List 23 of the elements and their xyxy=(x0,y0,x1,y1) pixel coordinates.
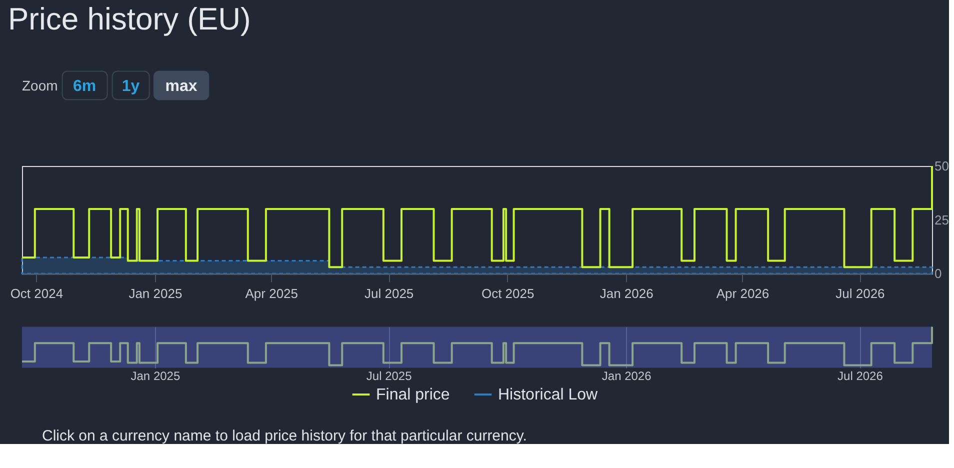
y-tick-label: 50 xyxy=(934,158,949,174)
x-tick-label: Jan 2026 xyxy=(600,286,654,302)
y-tick-label: 25 xyxy=(934,212,949,228)
x-tick-label: Oct 2025 xyxy=(481,286,534,302)
text: Zoom xyxy=(22,77,58,94)
text: 6m xyxy=(72,78,96,95)
text: max xyxy=(165,78,198,95)
x-tick-label: Oct 2024 xyxy=(10,286,64,302)
legend-label: Final price xyxy=(376,386,450,404)
text: 1y xyxy=(122,78,140,95)
x-tick-label: Jul 2026 xyxy=(838,369,884,384)
x-tick-label: Jul 2025 xyxy=(364,286,414,302)
x-tick-label: Jul 2026 xyxy=(836,286,885,302)
x-tick-label: Jan 2025 xyxy=(128,286,182,302)
x-tick-label: Jan 2026 xyxy=(602,369,652,384)
x-tick-label: Apr 2026 xyxy=(716,286,770,302)
x-tick-label: Jan 2025 xyxy=(130,369,180,384)
chart-title: Price history (EU) xyxy=(8,2,251,37)
legend-label: Historical Low xyxy=(498,386,598,404)
y-tick-label: 0 xyxy=(934,266,942,282)
text: Click on a currency name to load price history for that particular currency. xyxy=(42,428,527,445)
x-tick-label: Jul 2025 xyxy=(366,369,412,384)
x-tick-label: Apr 2025 xyxy=(245,286,298,302)
